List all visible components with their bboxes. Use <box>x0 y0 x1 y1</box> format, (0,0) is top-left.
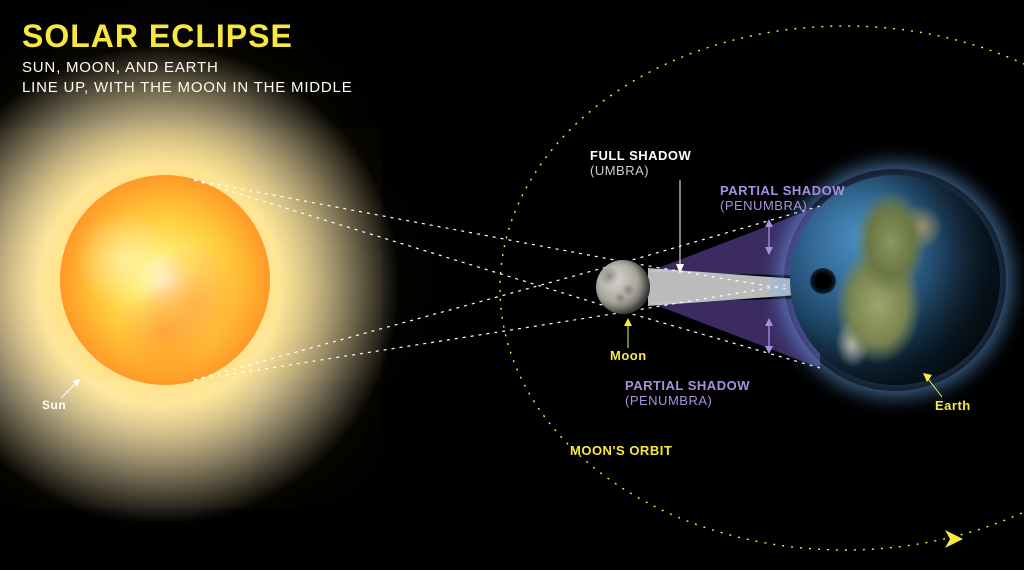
penumbra-bottom-title: PARTIAL SHADOW <box>625 378 750 393</box>
sun-label: Sun <box>42 398 66 412</box>
penumbra-top-title: PARTIAL SHADOW <box>720 183 845 198</box>
moon-pointer-arrow-icon <box>618 316 638 350</box>
umbra-label: FULL SHADOW (UMBRA) <box>590 148 691 178</box>
diagram-title: SOLAR ECLIPSE <box>22 18 293 55</box>
umbra-sub: (UMBRA) <box>590 163 649 178</box>
earth-label: Earth <box>935 398 971 413</box>
penumbra-bottom-sub: (PENUMBRA) <box>625 393 712 408</box>
penumbra-top-label: PARTIAL SHADOW (PENUMBRA) <box>720 183 845 213</box>
penumbra-bottom-label: PARTIAL SHADOW (PENUMBRA) <box>625 378 750 408</box>
umbra-pointer-arrow-icon <box>672 178 692 276</box>
penumbra-bottom-arrow-icon <box>760 316 778 356</box>
umbra-title: FULL SHADOW <box>590 148 691 163</box>
umbra-spot-on-earth <box>810 268 836 294</box>
orbit-direction-arrow-icon <box>945 530 967 557</box>
orbit-label: MOON'S ORBIT <box>570 443 672 458</box>
subtitle-line2: LINE UP, WITH THE MOON IN THE MIDDLE <box>22 79 353 96</box>
moon-body <box>596 260 650 314</box>
moon-label: Moon <box>610 348 647 363</box>
earth-pointer-arrow-icon <box>920 370 948 400</box>
diagram-subtitle: SUN, MOON, AND EARTH LINE UP, WITH THE M… <box>22 58 353 99</box>
sun-body <box>60 175 270 385</box>
penumbra-top-arrow-icon <box>760 217 778 257</box>
subtitle-line1: SUN, MOON, AND EARTH <box>22 59 219 76</box>
penumbra-top-sub: (PENUMBRA) <box>720 198 807 213</box>
